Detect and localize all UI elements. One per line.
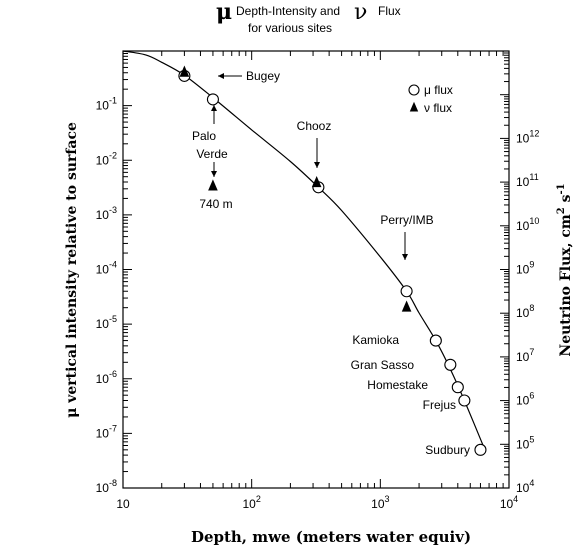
y-left-tick-label: 10-1	[96, 96, 117, 113]
annotation-palo: Palo	[192, 129, 216, 143]
y-right-tick-label: 1011	[516, 172, 539, 189]
legend-label: ν flux	[424, 101, 452, 115]
nu-flux-point	[401, 300, 412, 312]
mu-flux-point	[474, 443, 487, 456]
y-axis-title-left: μ vertical intensity relative to surface	[64, 122, 80, 418]
y-right-title-sup2: -1	[556, 183, 567, 194]
mu-flux-point	[458, 394, 471, 407]
y-left-tick-label: 10-8	[96, 478, 117, 495]
y-right-tick-label: 1010	[516, 216, 539, 233]
y-right-tick-label: 1012	[516, 128, 539, 145]
y-left-tick-label: 10-3	[96, 205, 117, 222]
chooz-arrow-head	[314, 162, 320, 168]
nu-flux-point	[179, 65, 190, 77]
annotation-sudbury: Sudbury	[425, 443, 470, 457]
y-left-tick-label: 10-7	[96, 423, 117, 440]
annotation-homestake: Homestake	[367, 378, 428, 392]
y-left-tick-label: 10-5	[96, 314, 117, 331]
y-right-tick-label: 109	[516, 260, 534, 277]
y-left-tick-label: 10-6	[96, 369, 117, 386]
legend-circle-marker	[408, 84, 420, 96]
annotation-verde: Verde	[196, 147, 228, 161]
y-right-tick-label: 108	[516, 303, 534, 320]
mu-flux-point	[429, 334, 442, 347]
x-tick-label: 102	[242, 494, 260, 511]
annotation-chooz: Chooz	[297, 119, 332, 133]
x-tick-label: 103	[371, 494, 389, 511]
site-annotations: Bugey Palo Verde 740 m Chooz Perry/IMB Kamioka…	[192, 69, 470, 457]
y-axis-title-right: Neutrino Flux, cm2 s-1	[556, 183, 574, 356]
title-mu-symbol: μ	[216, 0, 232, 25]
legend: μ flux ν flux	[408, 83, 453, 115]
x-tick-label: 10	[116, 497, 130, 511]
y-left-tick-label: 10-2	[96, 150, 117, 167]
annotation-perry: Perry/IMB	[380, 213, 433, 227]
title-nu-symbol: ν	[354, 0, 367, 25]
y-right-tick-label: 105	[516, 434, 534, 451]
annotation-frejus: Frejus	[423, 398, 456, 412]
x-axis-title: Depth, mwe (meters water equiv)	[191, 528, 471, 546]
y-right-title-sup1: 2	[556, 207, 567, 214]
mu-flux-point	[400, 285, 413, 298]
plot-frame	[122, 50, 510, 489]
title-line2: for various sites	[248, 21, 332, 35]
axis-ticks: 10 102 103 104 10-1 10-2 10-3 10-4 10-5 10-6 10-7 1…	[96, 50, 539, 511]
fit-curve-layer	[122, 50, 486, 451]
annotation-kamioka: Kamioka	[352, 333, 399, 347]
mu-flux-point	[444, 358, 457, 371]
x-tick-label: 104	[500, 494, 518, 511]
y-left-tick-label: 10-4	[96, 260, 117, 277]
mu-flux-point	[206, 93, 219, 106]
annotation-gransasso: Gran Sasso	[351, 358, 415, 372]
nu-flux-point	[208, 179, 218, 191]
data-marks	[178, 65, 487, 456]
palo-verde-up-arrow-head	[211, 105, 217, 111]
legend-triangle-marker	[409, 101, 419, 112]
mu-flux-point	[451, 381, 464, 394]
bugey-arrow-head	[218, 73, 224, 79]
y-right-title-main: Neutrino Flux, cm	[558, 214, 574, 356]
title-flux: Flux	[378, 4, 401, 18]
annotation-m740: 740 m	[199, 197, 232, 211]
y-right-tick-label: 107	[516, 347, 534, 364]
annotation-bugey: Bugey	[246, 69, 280, 83]
nu-flux-point	[311, 176, 322, 188]
y-right-title-mid: s	[558, 194, 574, 207]
chart-title: μ Depth-Intensity and ν Flux for various…	[216, 0, 401, 35]
depth-intensity-curve	[122, 50, 486, 451]
perry-arrow-head	[402, 254, 408, 260]
palo-verde-down-arrow-head	[211, 171, 217, 177]
y-right-tick-label: 104	[516, 478, 534, 495]
y-right-tick-label: 106	[516, 391, 534, 408]
title-line1: Depth-Intensity and	[236, 4, 340, 18]
legend-label: μ flux	[424, 83, 453, 97]
